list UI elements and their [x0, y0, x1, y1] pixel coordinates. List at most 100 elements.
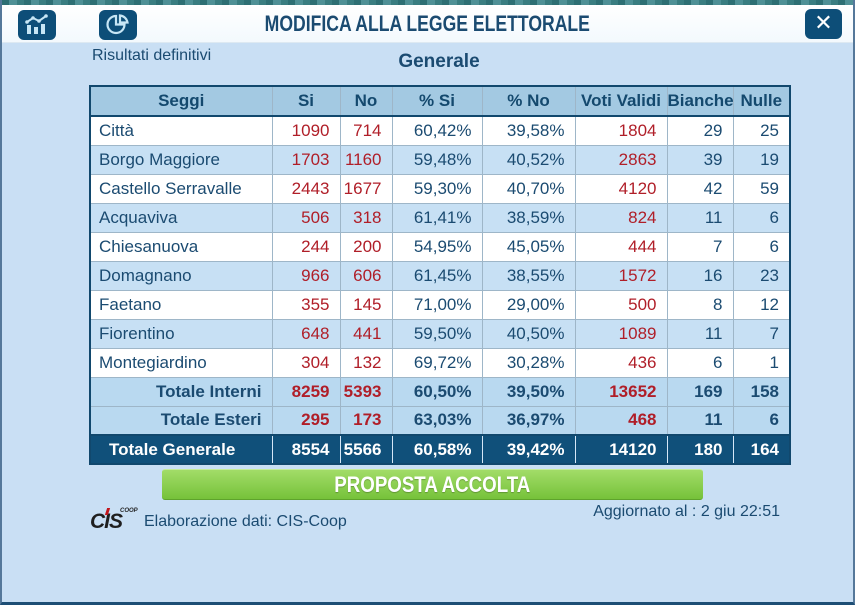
cell-bianche: 8	[666, 289, 734, 320]
cell-voti-validi: 468	[574, 405, 668, 436]
cell-percent-no: 39,58%	[481, 115, 576, 146]
cell-seggi: Fiorentino	[89, 318, 273, 349]
cell-nulle: 6	[732, 202, 791, 233]
cell-si: 295	[271, 405, 341, 436]
cell-seggi: Castello Serravalle	[89, 173, 273, 204]
cell-voti-validi: 14120	[574, 434, 668, 465]
column-header: % No	[481, 85, 576, 117]
cell-percent-si: 60,42%	[391, 115, 483, 146]
cell-si: 304	[271, 347, 341, 378]
cell-percent-si: 54,95%	[391, 231, 483, 262]
table-row: Castello Serravalle 2443 1677 59,30% 40,70% 4…	[89, 173, 791, 204]
results-table: Seggi Si No% Si% No Voti Validi Bianche Nulle…	[89, 85, 791, 465]
cell-si: 244	[271, 231, 341, 262]
cell-percent-si: 61,41%	[391, 202, 483, 233]
credit-line: CIS COOP Elaborazione dati: CIS-Coop	[90, 508, 347, 534]
cell-no: 714	[339, 115, 393, 146]
table-row: Città 1090 714 60,42% 39,58% 1804 29 25	[89, 115, 791, 146]
cell-no: 1677	[339, 173, 393, 204]
cell-bianche: 16	[666, 260, 734, 291]
cell-percent-no: 30,28%	[481, 347, 576, 378]
cell-seggi: Domagnano	[89, 260, 273, 291]
cell-nulle: 7	[732, 318, 791, 349]
cell-bianche: 42	[666, 173, 734, 204]
cell-percent-no: 39,42%	[481, 434, 576, 465]
cell-si: 966	[271, 260, 341, 291]
cell-si: 648	[271, 318, 341, 349]
titlebar: MODIFICA ALLA LEGGE ELETTORALE ✕	[2, 5, 853, 43]
cell-bianche: 29	[666, 115, 734, 146]
cell-seggi: Chiesanuova	[89, 231, 273, 262]
status-banner-label: PROPOSTA ACCOLTA	[334, 472, 531, 497]
cell-nulle: 1	[732, 347, 791, 378]
header-row: Seggi Si No% Si% No Voti Validi Bianche Nulle	[89, 85, 791, 117]
cell-voti-validi: 1572	[574, 260, 668, 291]
cell-percent-si: 60,50%	[391, 376, 483, 407]
cell-voti-validi: 824	[574, 202, 668, 233]
cell-no: 200	[339, 231, 393, 262]
cell-percent-si: 59,30%	[391, 173, 483, 204]
cell-percent-si: 63,03%	[391, 405, 483, 436]
pie-chart-icon	[106, 13, 130, 37]
cell-percent-no: 40,50%	[481, 318, 576, 349]
cell-percent-no: 38,59%	[481, 202, 576, 233]
cell-no: 318	[339, 202, 393, 233]
cell-percent-si: 69,72%	[391, 347, 483, 378]
cis-logo-text: CIS	[90, 510, 123, 533]
cell-si: 2443	[271, 173, 341, 204]
cell-voti-validi: 436	[574, 347, 668, 378]
cell-percent-si: 61,45%	[391, 260, 483, 291]
pie-chart-button[interactable]	[99, 10, 137, 40]
table-row: Acquaviva 506 318 61,41% 38,59% 824 11 6	[89, 202, 791, 233]
combo-chart-button[interactable]	[18, 10, 56, 40]
cell-percent-no: 36,97%	[481, 405, 576, 436]
cell-seggi: Montegiardino	[89, 347, 273, 378]
table-row: Faetano 355 145 71,00% 29,00% 500 8 12	[89, 289, 791, 320]
cell-si: 1090	[271, 115, 341, 146]
column-header: Si	[271, 85, 341, 117]
cell-seggi: Totale Interni	[89, 376, 273, 407]
cell-bianche: 7	[666, 231, 734, 262]
cell-no: 173	[339, 405, 393, 436]
cell-percent-no: 40,52%	[481, 144, 576, 175]
cell-nulle: 59	[732, 173, 791, 204]
results-table-header: Seggi Si No% Si% No Voti Validi Bianche Nulle	[89, 85, 791, 117]
cell-seggi: Città	[89, 115, 273, 146]
column-header: Seggi	[89, 85, 273, 117]
cell-voti-validi: 444	[574, 231, 668, 262]
cell-seggi: Faetano	[89, 289, 273, 320]
last-updated-label: Aggiornato al : 2 giu 22:51	[593, 503, 780, 520]
background-page-strip	[2, 0, 853, 5]
cell-seggi: Totale Generale	[89, 434, 273, 465]
close-button[interactable]: ✕	[805, 9, 842, 39]
cell-percent-si: 59,48%	[391, 144, 483, 175]
cell-si: 1703	[271, 144, 341, 175]
cell-no: 132	[339, 347, 393, 378]
cell-seggi: Acquaviva	[89, 202, 273, 233]
table-row: Borgo Maggiore 1703 1160 59,48% 40,52% 2863 39…	[89, 144, 791, 175]
column-header: % Si	[391, 85, 483, 117]
results-table-body: Città 1090 714 60,42% 39,58% 1804 29 25 Borgo Ma…	[89, 115, 791, 465]
cell-voti-validi: 4120	[574, 173, 668, 204]
cell-nulle: 158	[732, 376, 791, 407]
table-row-grand-total: Totale Generale 8554 5566 60,58% 39,42% 14120…	[89, 434, 791, 465]
cell-percent-no: 45,05%	[481, 231, 576, 262]
table-row-subtotal: Totale Esteri 295 173 63,03% 36,97% 468 11 6	[89, 405, 791, 436]
cell-bianche: 11	[666, 318, 734, 349]
cell-nulle: 19	[732, 144, 791, 175]
table-row: Fiorentino 648 441 59,50% 40,50% 1089 11 7	[89, 318, 791, 349]
cis-logo-sup: COOP	[120, 508, 138, 514]
cis-coop-logo: CIS COOP	[90, 508, 138, 533]
status-banner: PROPOSTA ACCOLTA	[162, 469, 703, 500]
cell-nulle: 23	[732, 260, 791, 291]
results-table-container: Seggi Si No% Si% No Voti Validi Bianche Nulle…	[89, 85, 791, 465]
cell-percent-no: 29,00%	[481, 289, 576, 320]
cell-voti-validi: 13652	[574, 376, 668, 407]
cell-percent-si: 59,50%	[391, 318, 483, 349]
cell-seggi: Totale Esteri	[89, 405, 273, 436]
cell-no: 606	[339, 260, 393, 291]
cell-si: 355	[271, 289, 341, 320]
cell-nulle: 25	[732, 115, 791, 146]
cell-no: 1160	[339, 144, 393, 175]
